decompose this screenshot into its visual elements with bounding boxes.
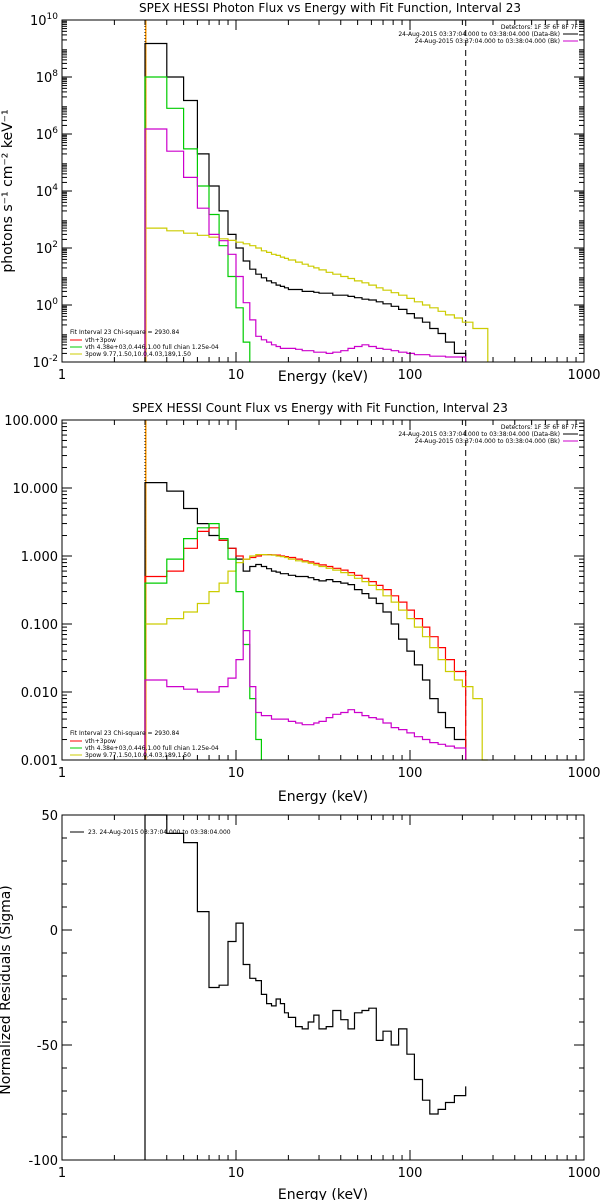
y-tick-label: 10.000 — [13, 482, 59, 497]
plot-frame — [61, 19, 585, 363]
plot-frame — [61, 814, 585, 1161]
fit-legend-header: Fit Interval 23 Chi-square = 2930.84 — [70, 730, 179, 737]
x-tick-label: 1000 — [567, 766, 600, 781]
y-tick-label: 1010 — [30, 12, 58, 29]
x-axis-label: Energy (keV) — [278, 789, 368, 805]
y-tick-label: 100 — [36, 297, 59, 314]
y-tick-label: 100.000 — [4, 414, 58, 429]
legend-entry-bk: 24-Aug-2015 03:37:04.000 to 03:38:04.000… — [415, 438, 560, 445]
legend-header: Detectors: 1F 3F 6F 8F 7F — [501, 24, 579, 31]
y-tick-label: 0 — [50, 924, 58, 939]
x-tick-label: 100 — [398, 766, 423, 781]
series-2-line — [144, 554, 488, 761]
y-tick-label: 106 — [36, 126, 59, 143]
legend-bottom-left: Fit Interval 23 Chi-square = 2930.84 vth… — [70, 730, 219, 759]
y-tick-label: 0.100 — [21, 618, 58, 633]
y-tick-label: 0.001 — [21, 754, 58, 769]
y-tick-label: 10-2 — [32, 354, 58, 371]
legend-entry-data-bk: 24-Aug-2015 03:37:04.000 to 03:38:04.000… — [398, 31, 560, 38]
photon-flux-panel: SPEX HESSI Photon Flux vs Energy with Fi… — [0, 1, 600, 385]
y-axis-label: Normalized Residuals (Sigma) — [0, 885, 14, 1095]
series-1-line — [144, 527, 467, 760]
fit-legend-3pow: 3pow 9.77,1.50,10.0,4.03,189,1.50 — [85, 752, 191, 759]
series-1-line — [144, 227, 489, 362]
fit-legend-header: Fit Interval 23 Chi-square = 2930.84 — [70, 329, 179, 336]
series-3-line — [144, 128, 467, 362]
x-tick-label: 100 — [398, 368, 423, 383]
x-tick-label: 1000 — [567, 1166, 600, 1181]
y-axis-label: photons s⁻¹ cm⁻² keV⁻¹ — [0, 109, 16, 272]
y-tick-label: -100 — [28, 1154, 58, 1169]
x-tick-label: 1000 — [567, 368, 600, 383]
x-tick-label: 1 — [58, 1166, 66, 1181]
y-tick-label: 108 — [36, 69, 59, 86]
fit-legend-total: vth+3pow — [85, 337, 116, 344]
y-tick-label: 50 — [41, 809, 58, 824]
legend-entry-data-bk: 24-Aug-2015 03:37:04.000 to 03:38:04.000… — [398, 431, 560, 438]
plot-frame — [61, 419, 585, 761]
y-tick-label: -50 — [37, 1039, 58, 1054]
x-tick-label: 1 — [58, 368, 66, 383]
legend-bottom-left: Fit Interval 23 Chi-square = 2930.84 vth… — [70, 329, 219, 358]
legend-entry-interval: 23. 24-Aug-2015 03:37:04.000 to 03:38:04… — [88, 829, 231, 836]
legend-top-right: Detectors: 1F 3F 6F 8F 7F 24-Aug-2015 03… — [398, 24, 578, 45]
series-2-line — [144, 76, 251, 362]
fit-start-band — [145, 420, 147, 760]
x-tick-label: 100 — [398, 1166, 423, 1181]
panel-title: SPEX HESSI Photon Flux vs Energy with Fi… — [139, 1, 521, 15]
residuals-panel: 1 10 100 1000 -100 -50 0 50 Energy (keV) Normal… — [0, 809, 600, 1200]
y-tick-label: 1.000 — [21, 550, 58, 565]
series-0-line — [144, 814, 467, 1160]
series-3-line — [144, 523, 262, 760]
x-tick-label: 10 — [228, 1166, 245, 1181]
fit-legend-3pow: 3pow 9.77,1.50,10.0,4.03,189,1.50 — [85, 351, 191, 358]
x-tick-label: 10 — [228, 368, 245, 383]
x-tick-label: 1 — [58, 766, 66, 781]
series-0-line — [144, 42, 467, 362]
fit-legend-total: vth+3pow — [85, 738, 116, 745]
count-flux-panel: SPEX HESSI Count Flux vs Energy with Fit… — [4, 401, 600, 805]
x-axis-label: Energy (keV) — [278, 1187, 368, 1200]
y-tick-label: 0.010 — [21, 686, 58, 701]
x-axis-label: Energy (keV) — [278, 369, 368, 385]
legend-header: Detectors: 1F 3F 6F 8F 7F — [501, 424, 579, 431]
panel-title: SPEX HESSI Count Flux vs Energy with Fit… — [132, 401, 508, 415]
fit-start-band — [145, 20, 147, 362]
series-0-line — [144, 482, 467, 760]
y-tick-label: 102 — [36, 240, 58, 257]
y-tick-label: 104 — [36, 183, 59, 200]
x-tick-label: 10 — [228, 766, 245, 781]
series-4-line — [144, 630, 467, 760]
legend-top-right: Detectors: 1F 3F 6F 8F 7F 24-Aug-2015 03… — [398, 424, 578, 445]
legend-entry-bk: 24-Aug-2015 03:37:04.000 to 03:38:04.000… — [415, 38, 560, 45]
legend-top-left: 23. 24-Aug-2015 03:37:04.000 to 03:38:04… — [70, 829, 231, 836]
fit-legend-vth: vth 4.38e+03,0.446,1.00 full chian 1.25e… — [85, 344, 219, 351]
fit-legend-vth: vth 4.38e+03,0.446,1.00 full chian 1.25e… — [85, 745, 219, 752]
